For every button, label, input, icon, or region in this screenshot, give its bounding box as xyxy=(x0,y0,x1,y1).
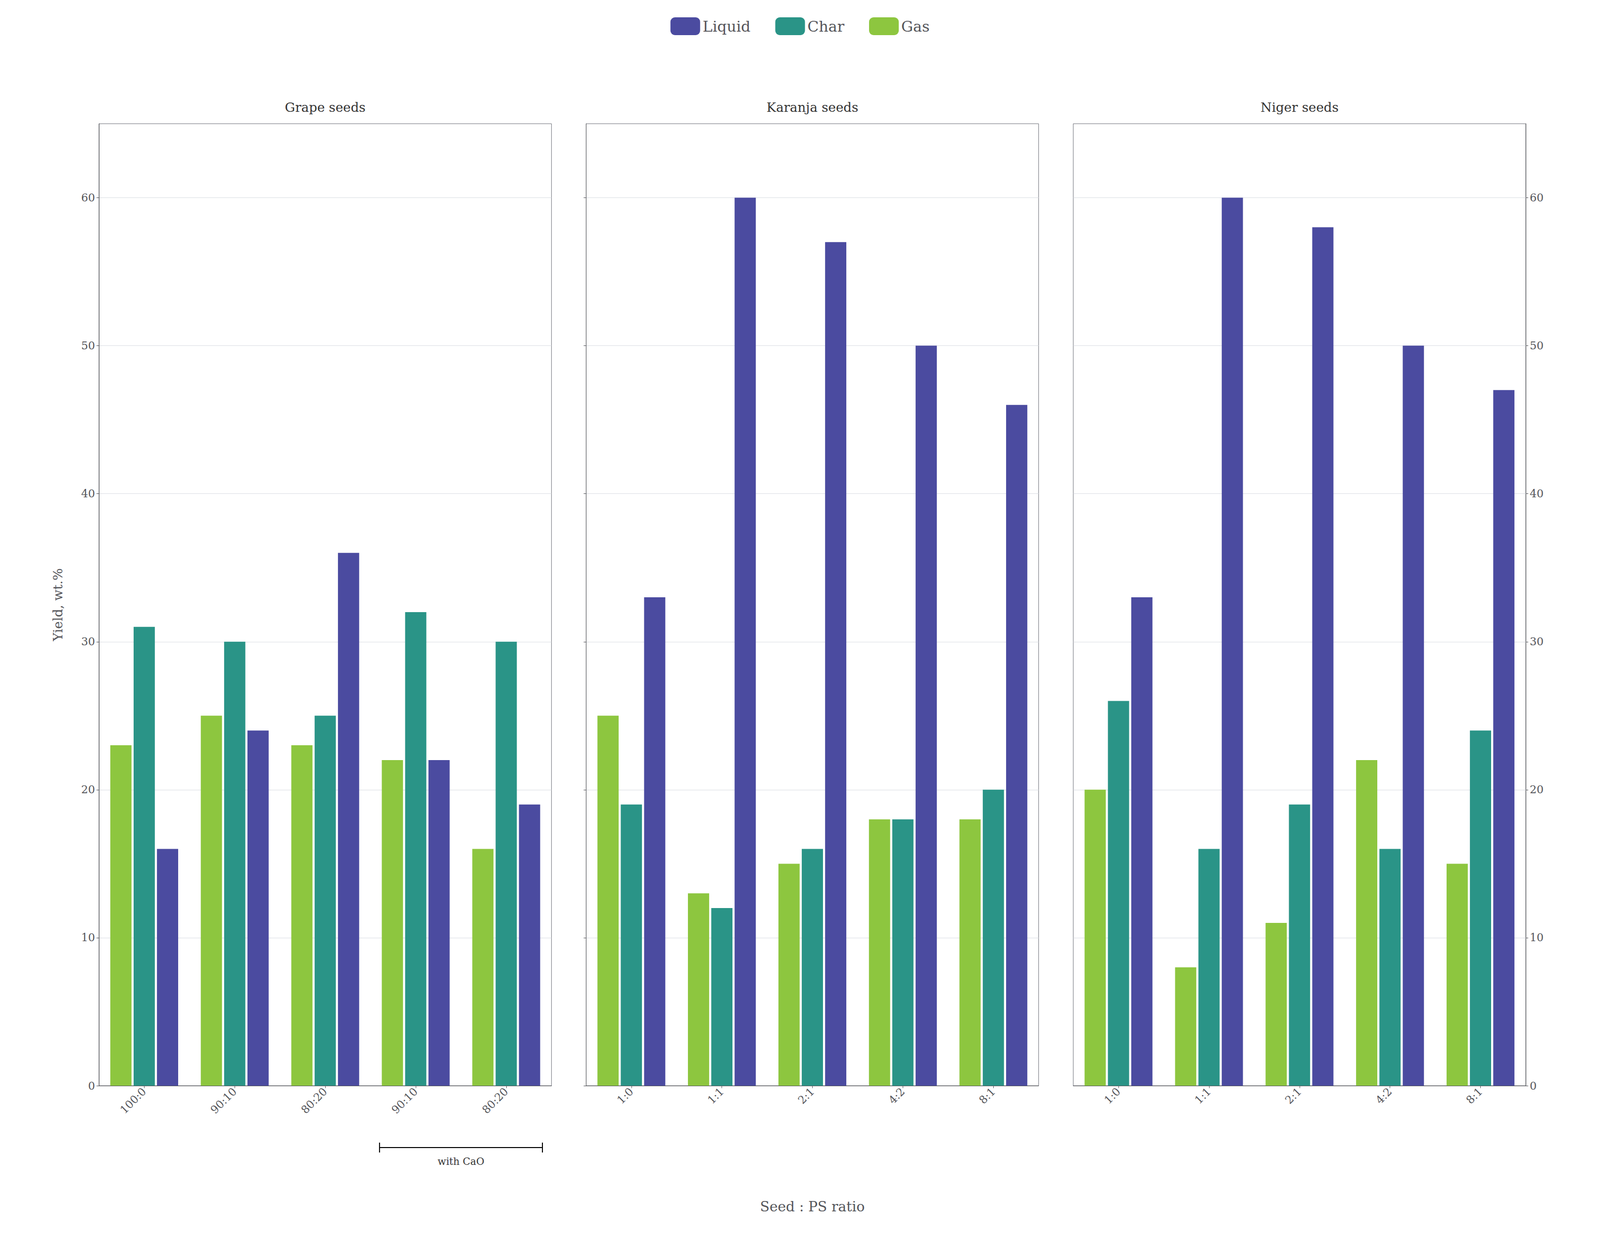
svg-text:1:0: 1:0 xyxy=(614,1085,636,1107)
svg-text:80:20: 80:20 xyxy=(298,1085,330,1116)
svg-text:40: 40 xyxy=(81,487,96,500)
svg-text:4:2: 4:2 xyxy=(1373,1085,1395,1107)
svg-text:2:1: 2:1 xyxy=(1282,1085,1305,1107)
svg-text:60: 60 xyxy=(1529,191,1544,204)
svg-text:0: 0 xyxy=(1529,1079,1537,1093)
svg-text:30: 30 xyxy=(1529,635,1544,648)
svg-text:Yield, wt.%: Yield, wt.% xyxy=(50,568,66,642)
svg-text:0: 0 xyxy=(88,1079,96,1093)
svg-text:90:10: 90:10 xyxy=(388,1085,420,1116)
svg-text:Char: Char xyxy=(807,17,845,36)
svg-text:80:20: 80:20 xyxy=(479,1085,511,1116)
svg-text:30: 30 xyxy=(81,635,96,648)
svg-text:Karanja seeds: Karanja seeds xyxy=(766,99,859,115)
svg-text:10: 10 xyxy=(81,931,96,944)
svg-text:1:1: 1:1 xyxy=(1192,1085,1214,1107)
svg-text:40: 40 xyxy=(1529,487,1544,500)
svg-text:Gas: Gas xyxy=(901,17,930,36)
svg-text:50: 50 xyxy=(81,339,96,352)
svg-text:100:0: 100:0 xyxy=(117,1085,149,1116)
svg-text:1:0: 1:0 xyxy=(1101,1085,1123,1107)
svg-text:4:2: 4:2 xyxy=(886,1085,908,1107)
svg-text:60: 60 xyxy=(81,191,96,204)
svg-text:Liquid: Liquid xyxy=(702,17,751,36)
svg-text:20: 20 xyxy=(1529,783,1544,796)
svg-text:Grape seeds: Grape seeds xyxy=(285,99,366,115)
svg-text:20: 20 xyxy=(81,783,96,796)
svg-text:2:1: 2:1 xyxy=(795,1085,818,1107)
svg-text:Niger seeds: Niger seeds xyxy=(1260,99,1339,115)
svg-text:8:1: 8:1 xyxy=(1463,1085,1486,1107)
svg-text:10: 10 xyxy=(1529,931,1544,944)
svg-text:90:10: 90:10 xyxy=(208,1085,240,1116)
svg-text:50: 50 xyxy=(1529,339,1544,352)
svg-text:with CaO: with CaO xyxy=(437,1155,485,1168)
svg-text:1:1: 1:1 xyxy=(705,1085,727,1107)
svg-text:8:1: 8:1 xyxy=(976,1085,998,1107)
svg-text:Seed : PS ratio: Seed : PS ratio xyxy=(760,1198,866,1215)
